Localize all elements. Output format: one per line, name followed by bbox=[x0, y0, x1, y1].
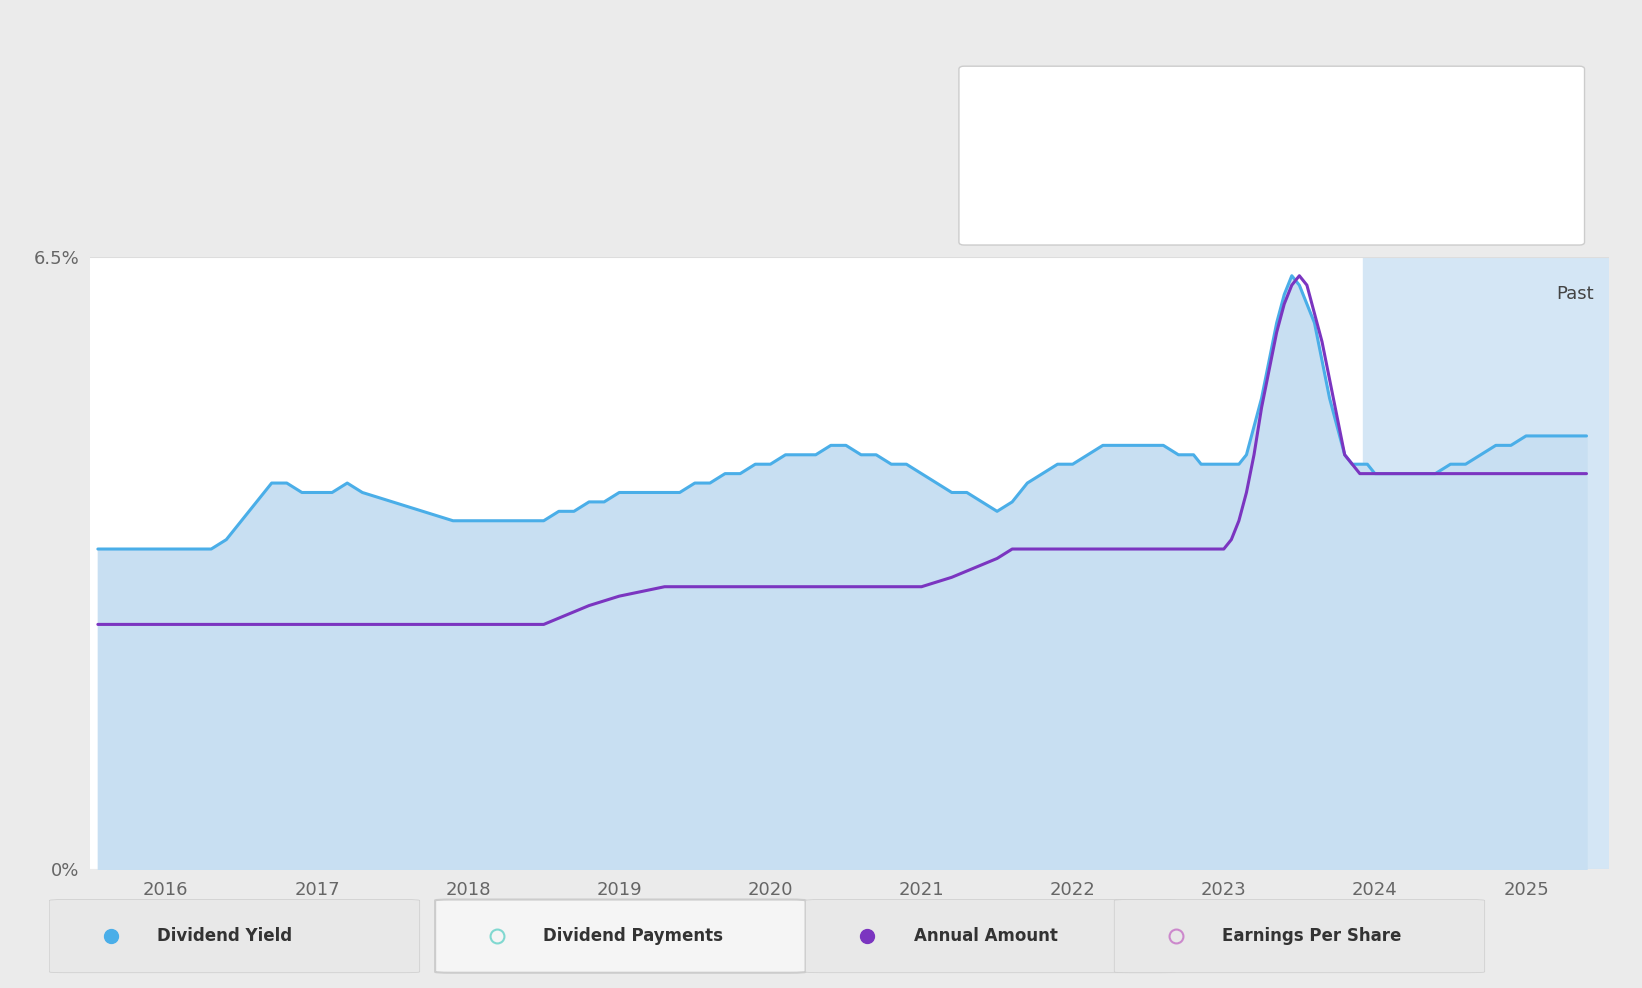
FancyBboxPatch shape bbox=[806, 899, 1176, 973]
Bar bbox=[1363, 257, 1609, 869]
Text: Annual Amount: Annual Amount bbox=[988, 142, 1107, 157]
FancyBboxPatch shape bbox=[435, 899, 806, 973]
Text: Dividend Yield: Dividend Yield bbox=[988, 198, 1098, 212]
FancyBboxPatch shape bbox=[1115, 899, 1484, 973]
Text: Annual Amount: Annual Amount bbox=[913, 927, 1057, 946]
Text: Feb 27 2025: Feb 27 2025 bbox=[988, 90, 1113, 108]
Text: Dividend Payments: Dividend Payments bbox=[544, 927, 722, 946]
Text: JP¥80.000: JP¥80.000 bbox=[1259, 142, 1345, 157]
Text: Past: Past bbox=[1557, 286, 1594, 303]
Text: Dividend Yield: Dividend Yield bbox=[158, 927, 292, 946]
Text: 4.9%: 4.9% bbox=[1259, 198, 1302, 212]
Bar bbox=[90, 257, 1363, 869]
Text: /year: /year bbox=[1333, 198, 1373, 212]
Text: /year: /year bbox=[1414, 142, 1453, 157]
Text: Earnings Per Share: Earnings Per Share bbox=[1222, 927, 1402, 946]
FancyBboxPatch shape bbox=[49, 899, 420, 973]
